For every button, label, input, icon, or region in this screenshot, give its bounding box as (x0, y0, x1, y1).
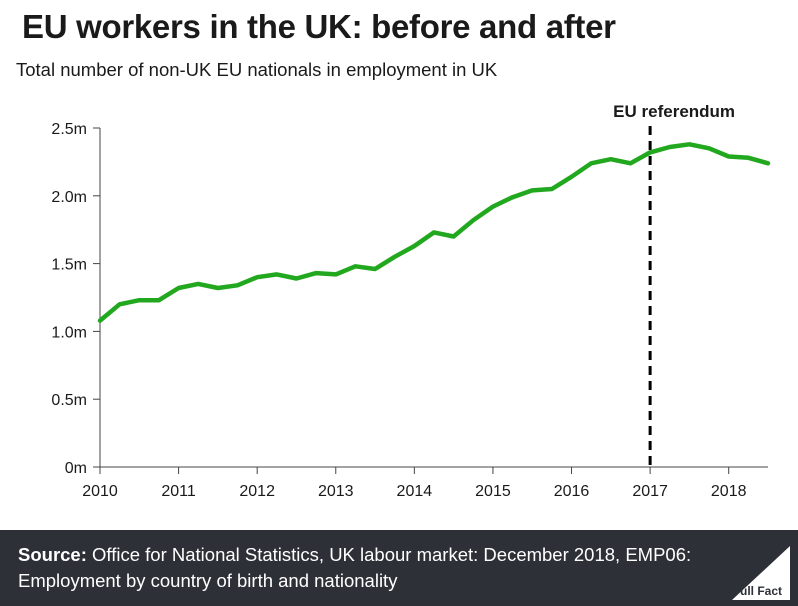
y-tick-label: 2.0m (51, 189, 87, 206)
x-tick-label: 2015 (475, 483, 511, 500)
y-tick-label: 1.5m (51, 257, 87, 274)
y-tick-label: 0m (65, 460, 87, 477)
x-tick-label: 2014 (397, 483, 433, 500)
source-footer: Source: Office for National Statistics, … (0, 530, 798, 606)
x-tick-label: 2018 (711, 483, 747, 500)
chart-subtitle: Total number of non-UK EU nationals in e… (16, 59, 498, 80)
y-tick-label: 0.5m (51, 392, 87, 409)
series-line (97, 142, 771, 323)
line-chart: 0m 0.5m 1.0m 1.5m 2.0m 2.5m 2010 2011 2012 2013 20… (51, 102, 771, 500)
full-fact-logo (732, 546, 790, 600)
x-tick-label: 2011 (161, 483, 196, 500)
x-tick-label: 2010 (82, 483, 118, 500)
chart-title: EU workers in the UK: before and after (22, 8, 616, 45)
source-text: Office for National Statistics, UK labou… (18, 544, 692, 591)
x-tick-label: 2012 (239, 483, 275, 500)
x-tick-label: 2016 (554, 483, 590, 500)
source-label: Source: (18, 544, 87, 565)
source-note: Source: Office for National Statistics, … (18, 542, 728, 594)
y-tick-label: 1.0m (51, 324, 87, 341)
x-tick-label: 2017 (632, 483, 668, 500)
referendum-label: EU referendum (613, 102, 735, 121)
y-tick-label: 2.5m (51, 121, 87, 138)
x-tick-label: 2013 (318, 483, 354, 500)
logo-text: Full Fact (732, 584, 782, 598)
